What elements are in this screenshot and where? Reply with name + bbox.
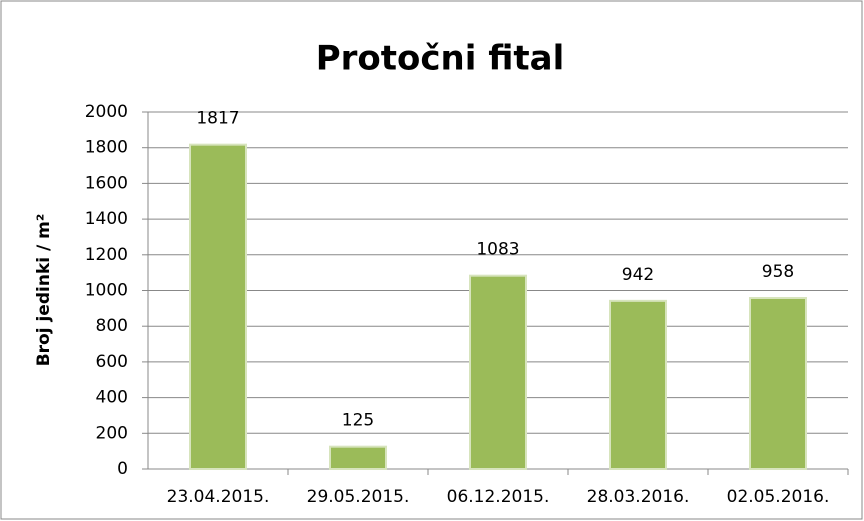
y-tick-label: 800: [96, 316, 128, 336]
x-tick-label: 28.03.2016.: [587, 487, 690, 507]
chart-title: Protočni fital: [316, 39, 565, 79]
y-tick-label: 1800: [85, 138, 128, 158]
bar: [609, 299, 667, 470]
bar: [469, 274, 527, 471]
data-label: 125: [342, 411, 374, 431]
y-tick-label: 2000: [85, 102, 128, 122]
bar: [329, 445, 387, 470]
data-label: 1083: [476, 240, 519, 260]
x-tick-label: 23.04.2015.: [167, 487, 270, 507]
y-tick-label: 1000: [85, 281, 128, 301]
y-tick-label: 1200: [85, 245, 128, 265]
y-axis-label: Broj jedinki / m²: [34, 214, 54, 367]
data-label: 1817: [196, 109, 239, 129]
y-tick-label: 0: [117, 459, 128, 479]
x-tick-label: 29.05.2015.: [307, 487, 410, 507]
y-tick-label: 400: [96, 388, 128, 408]
bar: [189, 143, 247, 470]
y-tick-label: 1400: [85, 209, 128, 229]
y-tick-label: 600: [96, 352, 128, 372]
x-tick-label: 02.05.2016.: [727, 487, 830, 507]
x-tick-label: 06.12.2015.: [447, 487, 550, 507]
y-tick-label: 1600: [85, 173, 128, 193]
y-tick-label: 200: [96, 423, 128, 443]
bar: [749, 296, 807, 471]
data-label: 958: [762, 262, 794, 282]
data-label: 942: [622, 265, 654, 285]
